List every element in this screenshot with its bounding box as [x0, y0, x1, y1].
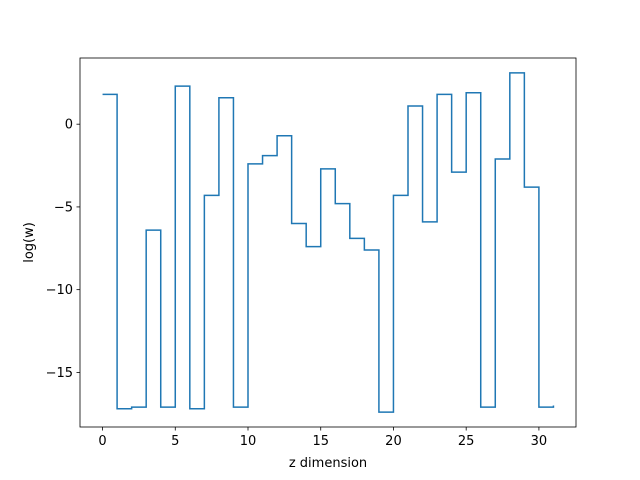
x-tick-label: 5	[171, 434, 179, 449]
x-axis-label: z dimension	[289, 456, 367, 471]
x-tick-label: 20	[385, 434, 402, 449]
y-tick-label: −10	[46, 283, 73, 298]
x-axis-ticks: 0 5 10 15 20 25 30	[98, 427, 547, 449]
y-axis-label: log(w)	[22, 222, 37, 263]
plot-area	[80, 58, 576, 427]
y-tick-label: 0	[65, 118, 73, 133]
y-tick-label: −15	[46, 366, 73, 381]
x-tick-label: 30	[531, 434, 548, 449]
y-axis-ticks: −15 −10 −5 0	[46, 118, 80, 381]
x-tick-label: 0	[98, 434, 106, 449]
x-tick-label: 25	[458, 434, 475, 449]
x-tick-label: 15	[312, 434, 329, 449]
series-layer	[102, 72, 555, 413]
x-tick-label: 10	[240, 434, 257, 449]
series-line	[102, 72, 555, 413]
y-tick-label: −5	[54, 200, 73, 215]
axes-frame	[79, 57, 577, 428]
